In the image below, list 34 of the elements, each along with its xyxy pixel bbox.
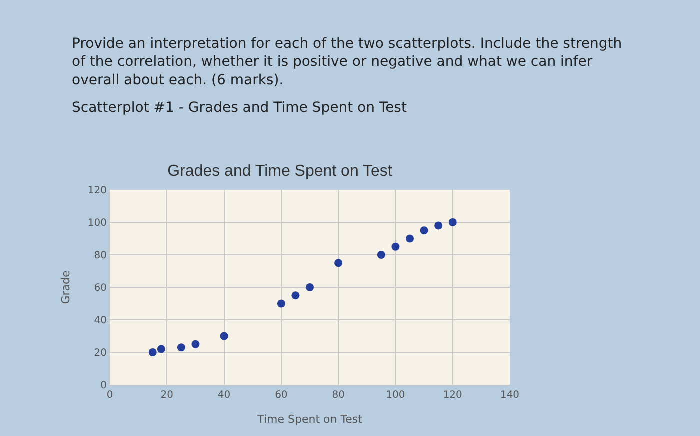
x-tick-label: 20 [160,390,174,401]
point [306,284,314,292]
y-tick-label: 40 [94,316,107,326]
point [177,344,186,352]
y-tick-label: 20 [94,348,107,359]
point [220,332,228,340]
x-tick-label: 60 [275,390,288,401]
point [406,234,414,243]
point [420,226,428,235]
y-axis-title: Grade [60,270,73,304]
y-tick-label: 120 [88,186,107,196]
y-tick-label: 80 [94,250,107,262]
point [377,251,386,259]
point [192,340,200,348]
point [148,348,157,356]
y-tick-label: 60 [94,283,107,294]
point [277,300,286,308]
point [292,292,300,300]
x-tick-label: 140 [500,390,520,401]
point [434,222,443,230]
x-axis-title: Time Spent on Test [256,413,364,426]
point [448,218,457,226]
y-tick-label: 100 [88,218,107,229]
x-tick-label: 80 [332,390,345,401]
y-tick-label: 0 [100,380,107,392]
text: Provide an interpretation for each of the two scatterplots. Include the strength of the correlation, whether it is positive or negative and what we can infer overall about each. (6 marks). [72,36,622,88]
chart-subtitle: Scatterplot #1 - Grades and Time Spent on Test [72,100,408,116]
x-tick-label: 120 [443,390,462,401]
point [334,259,343,268]
point [392,242,400,251]
point [157,345,166,354]
x-tick-label: 40 [218,390,231,401]
chart-title: Grades and Time Spent on Test [168,163,393,180]
x-tick-label: 100 [386,390,406,401]
